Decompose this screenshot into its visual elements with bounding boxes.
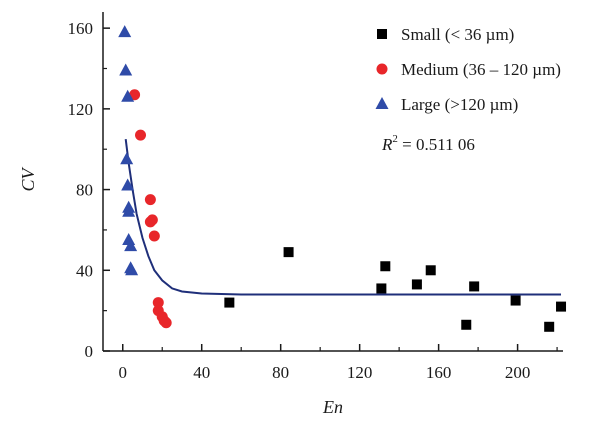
r-squared-value: = 0.511 06 xyxy=(398,135,475,154)
circle-data-point xyxy=(152,297,164,309)
square-data-point xyxy=(544,321,555,332)
circle-data-point xyxy=(160,317,172,329)
r-squared-symbol: R xyxy=(381,135,393,154)
y-tick-label: 160 xyxy=(68,19,94,38)
y-tick-label: 120 xyxy=(68,100,94,119)
axes: 0 40 80 120 160 0 40 80 120 160 200 xyxy=(68,12,563,382)
x-tick-label: 80 xyxy=(272,363,289,382)
data-points-layer xyxy=(118,25,567,332)
legend-square-marker xyxy=(377,29,387,39)
x-tick-label: 0 xyxy=(118,363,127,382)
y-axis-title: CV xyxy=(18,167,38,192)
fit-curve-layer xyxy=(124,138,561,296)
square-data-point xyxy=(380,261,391,272)
y-tick-label: 0 xyxy=(85,342,94,361)
legend-label: Large (>120 µm) xyxy=(401,95,518,114)
square-data-point xyxy=(411,279,422,290)
triangle-data-point xyxy=(120,152,134,165)
triangle-data-point xyxy=(124,239,138,252)
square-data-point xyxy=(556,301,567,312)
circle-data-point xyxy=(146,214,158,226)
x-tick-label: 200 xyxy=(505,363,531,382)
x-tick-label: 40 xyxy=(193,363,210,382)
square-data-point xyxy=(425,265,436,276)
r-squared-exponent: 2 xyxy=(392,133,398,145)
legend-circle-marker xyxy=(376,63,388,75)
fit-curve xyxy=(124,138,561,296)
square-data-point xyxy=(376,283,387,294)
r-squared-annotation: R2 = 0.511 06 xyxy=(381,133,475,154)
square-data-point xyxy=(510,295,521,306)
triangle-data-point xyxy=(125,263,139,276)
triangle-data-point xyxy=(122,204,136,217)
circle-data-point xyxy=(148,230,160,242)
x-axis-title: En xyxy=(322,397,343,417)
legend-label: Medium (36 – 120 µm) xyxy=(401,60,561,79)
y-tick-label: 80 xyxy=(76,181,93,200)
square-data-point xyxy=(461,319,472,330)
legend-triangle-marker xyxy=(375,97,389,109)
legend: Small (< 36 µm) Medium (36 – 120 µm) Large… xyxy=(375,25,561,114)
x-tick-label: 120 xyxy=(347,363,373,382)
square-data-point xyxy=(469,281,480,292)
triangle-data-point xyxy=(121,178,135,191)
triangle-data-point xyxy=(118,25,132,38)
triangle-data-point xyxy=(119,63,133,76)
circle-data-point xyxy=(144,194,156,206)
circle-data-point xyxy=(135,129,147,141)
square-data-point xyxy=(224,297,235,308)
y-tick-label: 40 xyxy=(76,261,93,280)
triangle-data-point xyxy=(121,89,135,102)
x-tick-label: 160 xyxy=(426,363,452,382)
legend-label: Small (< 36 µm) xyxy=(401,25,514,44)
square-data-point xyxy=(283,247,294,258)
